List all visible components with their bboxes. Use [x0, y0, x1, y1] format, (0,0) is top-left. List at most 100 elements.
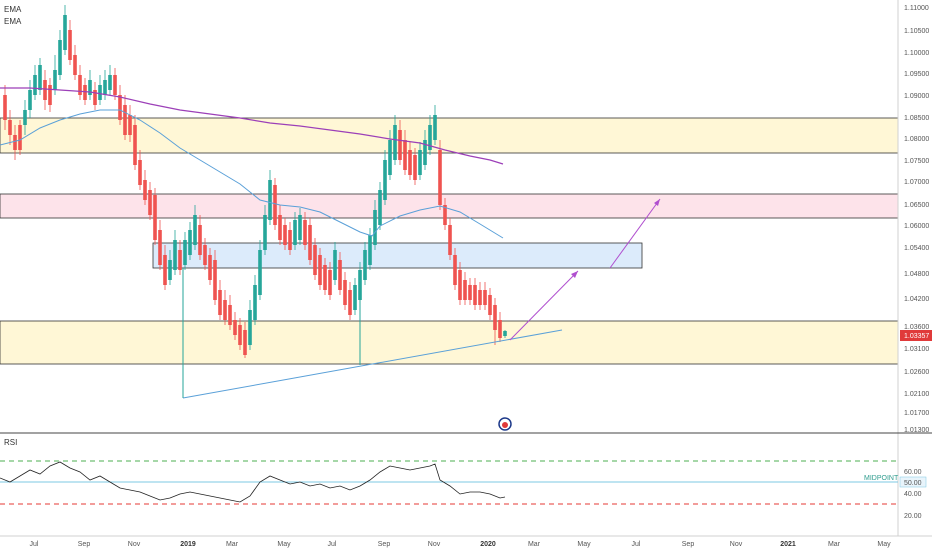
candle-body [33, 75, 37, 95]
candle-body [128, 115, 132, 135]
projection-arrows[interactable] [509, 198, 661, 341]
price-tick-label: 1.01300 [904, 427, 929, 434]
candle-body [393, 125, 397, 160]
time-tick-label: Mar [828, 541, 841, 548]
candle-body [53, 70, 57, 90]
price-tick-label: 1.07000 [904, 179, 929, 186]
price-tick-label: 1.06000 [904, 223, 929, 230]
candle-body [143, 180, 147, 200]
candle-body [433, 115, 437, 140]
time-axis[interactable]: Jul Sep Nov 2019 Mar May Jul Sep Nov 2020 Mar May Ju… [30, 541, 892, 548]
candle-body [123, 105, 127, 135]
rsi-label[interactable]: RSI [4, 438, 17, 447]
candle-body [168, 260, 172, 280]
time-tick-label: Mar [226, 541, 239, 548]
candle-body [103, 80, 107, 95]
time-tick-label: 2019 [180, 541, 196, 548]
price-tick-label: 1.02100 [904, 391, 929, 398]
candle-body [383, 160, 387, 200]
candle-body [218, 290, 222, 315]
price-tick-label: 1.02600 [904, 369, 929, 376]
candle-body [298, 215, 302, 240]
candle-body [473, 285, 477, 305]
candle-body [93, 90, 97, 105]
price-tick-label: 1.11000 [904, 5, 929, 12]
candle-body [353, 285, 357, 310]
price-tick-label: 1.09500 [904, 71, 929, 78]
candle-body [183, 240, 187, 265]
price-tick-label: 1.10500 [904, 28, 929, 35]
candle-body [263, 215, 267, 250]
candle-body [493, 305, 497, 330]
time-tick-label: Sep [78, 541, 91, 548]
candle-body [58, 40, 62, 75]
candle-body [468, 285, 472, 300]
price-tick-label: 1.09000 [904, 93, 929, 100]
candle-body [133, 125, 137, 165]
candle-body [48, 85, 52, 105]
candle-body [423, 140, 427, 165]
candle-body [3, 95, 7, 120]
candle-body [403, 140, 407, 170]
zone-pink-resistance[interactable] [0, 193, 899, 219]
candle-body [333, 250, 337, 280]
ema-slow-line [0, 87, 504, 165]
zone-lower-support[interactable] [0, 320, 899, 365]
time-tick-label: 2020 [480, 541, 496, 548]
candle-body [153, 195, 157, 240]
time-tick-label: Nov [730, 541, 743, 548]
candle-body [198, 225, 202, 255]
candle-body [223, 300, 227, 320]
candle-body [288, 230, 292, 250]
price-tick-label: 1.06500 [904, 202, 929, 209]
candle-body [148, 190, 152, 215]
candle-body [13, 135, 17, 150]
candle-body [273, 185, 277, 225]
candle-body [258, 250, 262, 295]
candle-body [193, 215, 197, 245]
candle-body [413, 155, 417, 180]
price-tick-label: 1.08500 [904, 115, 929, 122]
ema-fast-line [0, 109, 504, 239]
price-tick-label: 1.07500 [904, 158, 929, 165]
candle-body [373, 210, 377, 245]
candle-body [63, 15, 67, 50]
candle-body [163, 255, 167, 285]
zone-upper-resistance[interactable] [0, 117, 899, 154]
zone-blue-box[interactable] [152, 242, 643, 269]
candle-body [278, 215, 282, 240]
candle-body [293, 220, 297, 245]
candle-body [438, 150, 442, 205]
time-tick-label: May [577, 541, 591, 548]
rsi-axis[interactable]: 60.00 40.00 20.00 [904, 469, 922, 520]
candle-body [138, 160, 142, 185]
price-tick-label: 1.08000 [904, 136, 929, 143]
candle-body [463, 280, 467, 300]
candle-body [83, 85, 87, 100]
rsi-current-label: 50.00 [904, 480, 922, 487]
ema-label-2[interactable]: EMA [4, 17, 22, 26]
candle-body [363, 250, 367, 280]
candle-body [88, 80, 92, 95]
price-tick-label: 1.03100 [904, 346, 929, 353]
price-axis[interactable]: 1.11000 1.10500 1.10000 1.09500 1.09000 1.085… [904, 5, 929, 434]
candle-body [408, 150, 412, 175]
price-tick-label: 1.01700 [904, 410, 929, 417]
rsi-tick-label: 20.00 [904, 513, 922, 520]
rsi-current-tag: 50.00 [899, 476, 927, 488]
candle-body [453, 255, 457, 285]
tradingview-event-icon[interactable] [498, 417, 512, 431]
candle-body [478, 290, 482, 305]
candle-body [388, 140, 392, 175]
time-tick-label: Nov [128, 541, 141, 548]
support-trendline[interactable] [182, 329, 563, 399]
rsi-line [0, 461, 506, 503]
candle-body [73, 55, 77, 75]
candle-body [348, 290, 352, 315]
ema-label-1[interactable]: EMA [4, 5, 22, 14]
candle-body [498, 320, 502, 338]
candle-body [378, 190, 382, 225]
candle-body [23, 110, 27, 125]
candle-body [458, 270, 462, 300]
